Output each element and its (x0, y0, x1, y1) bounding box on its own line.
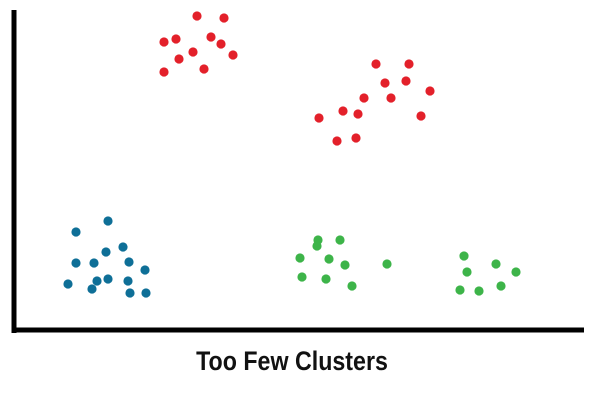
blue-point (103, 274, 113, 284)
red-point (188, 47, 198, 57)
blue-point (125, 288, 135, 298)
green-point (324, 254, 334, 264)
axes (11, 10, 584, 333)
blue-point (71, 227, 81, 237)
red-point (359, 93, 369, 103)
blue-point (92, 276, 102, 286)
green-point (382, 259, 392, 269)
blue-point (63, 279, 73, 289)
green-point (511, 267, 521, 277)
red-point (159, 67, 169, 77)
green-point (340, 260, 350, 270)
red-point (425, 86, 435, 96)
red-point (206, 32, 216, 42)
red-point (371, 59, 381, 69)
blue-point (71, 258, 81, 268)
green-point (347, 281, 357, 291)
blue-point (87, 284, 97, 294)
red-point (192, 11, 202, 21)
green-point (462, 267, 472, 277)
red-point (386, 93, 396, 103)
green-point (321, 274, 331, 284)
blue-point (123, 276, 133, 286)
red-point (353, 109, 363, 119)
red-point (351, 133, 361, 143)
red-point (199, 64, 209, 74)
chart-title: Too Few Clusters (196, 346, 388, 376)
red-point (228, 50, 238, 60)
red-point (159, 37, 169, 47)
blue-point (141, 288, 151, 298)
green-point (491, 259, 501, 269)
red-point (216, 39, 226, 49)
green-point (474, 286, 484, 296)
green-point (297, 272, 307, 282)
red-point (332, 136, 342, 146)
red-point (338, 106, 348, 116)
red-point (174, 54, 184, 64)
data-points (63, 11, 521, 298)
green-point (455, 285, 465, 295)
red-point (171, 34, 181, 44)
green-point (295, 253, 305, 263)
green-point (496, 281, 506, 291)
red-point (416, 111, 426, 121)
red-point (401, 76, 411, 86)
green-point (335, 235, 345, 245)
red-point (314, 113, 324, 123)
green-point (459, 251, 469, 261)
red-point (404, 59, 414, 69)
blue-point (89, 258, 99, 268)
blue-point (124, 257, 134, 267)
blue-point (140, 265, 150, 275)
blue-point (103, 216, 113, 226)
red-point (219, 13, 229, 23)
blue-point (101, 247, 111, 257)
red-point (380, 78, 390, 88)
blue-point (118, 242, 128, 252)
green-point (312, 241, 322, 251)
